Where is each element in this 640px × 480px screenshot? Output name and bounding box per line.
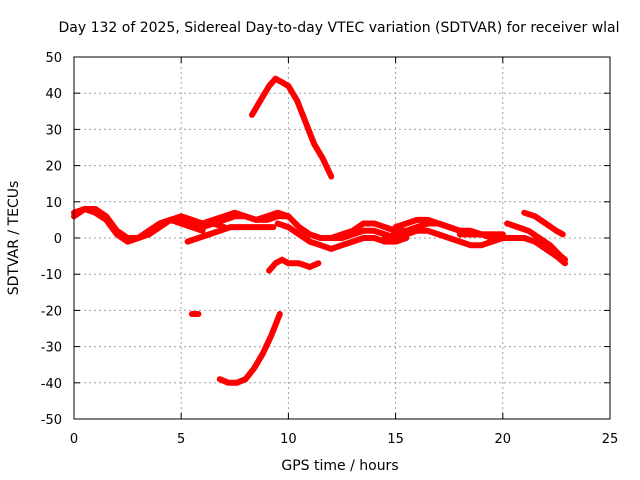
series-line-track-5 bbox=[199, 213, 292, 231]
y-tick-label: 0 bbox=[54, 232, 62, 247]
y-tick-label: 40 bbox=[45, 87, 62, 102]
series-line-track-11 bbox=[504, 220, 568, 263]
x-tick-label: 0 bbox=[70, 432, 78, 447]
y-tick-label: 30 bbox=[45, 123, 62, 138]
series-line-track-10 bbox=[456, 231, 568, 267]
x-tick-label: 5 bbox=[177, 432, 185, 447]
y-tick-label: -40 bbox=[41, 377, 62, 392]
series-line-track-9 bbox=[381, 227, 517, 249]
y-tick-label: -20 bbox=[41, 304, 62, 319]
data-series bbox=[71, 75, 568, 386]
series-line-track-13 bbox=[249, 75, 335, 180]
x-tick-label: 15 bbox=[387, 432, 404, 447]
series-line-track-6 bbox=[274, 220, 410, 252]
x-tick-label: 25 bbox=[602, 432, 619, 447]
series-line-track-12 bbox=[521, 209, 566, 238]
chart-title: Day 132 of 2025, Sidereal Day-to-day VTE… bbox=[58, 20, 619, 36]
y-tick-label: 20 bbox=[45, 160, 62, 175]
x-axis-label: GPS time / hours bbox=[281, 458, 398, 474]
x-tick-label: 10 bbox=[280, 432, 297, 447]
y-tick-labels: -50 -40 -30 -20 -10 0 10 20 30 40 50 bbox=[41, 51, 62, 428]
series-line-track-4 bbox=[184, 224, 277, 245]
x-tick-label: 20 bbox=[495, 432, 512, 447]
series-line-track-16 bbox=[216, 311, 283, 386]
y-tick-label: -50 bbox=[41, 413, 62, 428]
plot-frame bbox=[73, 56, 611, 420]
y-tick-label: 10 bbox=[45, 196, 62, 211]
y-tick-label: 50 bbox=[45, 51, 62, 66]
y-tick-label: -30 bbox=[41, 341, 62, 356]
y-tick-label: -10 bbox=[41, 268, 62, 283]
series-line-track-14 bbox=[266, 256, 322, 274]
x-tick-labels: 0 5 10 15 20 25 bbox=[70, 432, 618, 447]
y-axis-label: SDTVAR / TECUs bbox=[6, 181, 22, 296]
